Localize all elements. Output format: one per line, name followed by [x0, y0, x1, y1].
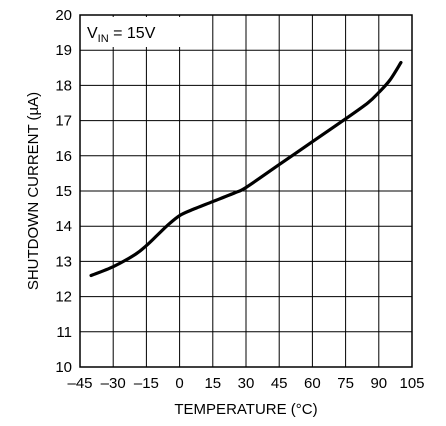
- y-tick-label: 10: [55, 359, 72, 376]
- y-tick-label: 18: [55, 77, 72, 94]
- x-tick-label: 75: [337, 375, 354, 392]
- y-tick-label: 11: [56, 324, 72, 341]
- x-tick-label: –15: [134, 375, 159, 392]
- x-tick-label: –45: [67, 375, 92, 392]
- x-tick-labels: –45 –30 –15 0 15 30 45 60 75 90 105: [67, 375, 424, 392]
- x-tick-label: 105: [399, 375, 424, 392]
- x-tick-label: 30: [238, 375, 255, 392]
- grid: [80, 15, 412, 367]
- y-tick-label: 15: [55, 183, 72, 200]
- x-tick-label: –30: [101, 375, 126, 392]
- y-tick-label: 14: [55, 218, 72, 235]
- x-tick-label: 0: [175, 375, 183, 392]
- x-tick-label: 90: [370, 375, 387, 392]
- annotation-subscript: IN: [98, 33, 109, 45]
- x-axis-label: TEMPERATURE (°C): [174, 401, 317, 418]
- y-tick-label: 16: [55, 148, 72, 165]
- annotation-rest: = 15V: [109, 25, 156, 42]
- y-axis-label: SHUTDOWN CURRENT (µA): [25, 92, 42, 290]
- y-tick-label: 20: [55, 7, 72, 24]
- y-tick-label: 13: [55, 253, 72, 270]
- annotation-main: V: [87, 25, 98, 42]
- x-tick-label: 60: [304, 375, 321, 392]
- y-tick-labels: 10 11 12 13 14 15 16 17 18 19 20: [55, 7, 72, 376]
- y-tick-label: 17: [55, 113, 72, 130]
- x-tick-label: 15: [204, 375, 221, 392]
- y-tick-label: 12: [55, 289, 72, 306]
- y-tick-label: 19: [55, 42, 72, 59]
- x-tick-label: 45: [271, 375, 288, 392]
